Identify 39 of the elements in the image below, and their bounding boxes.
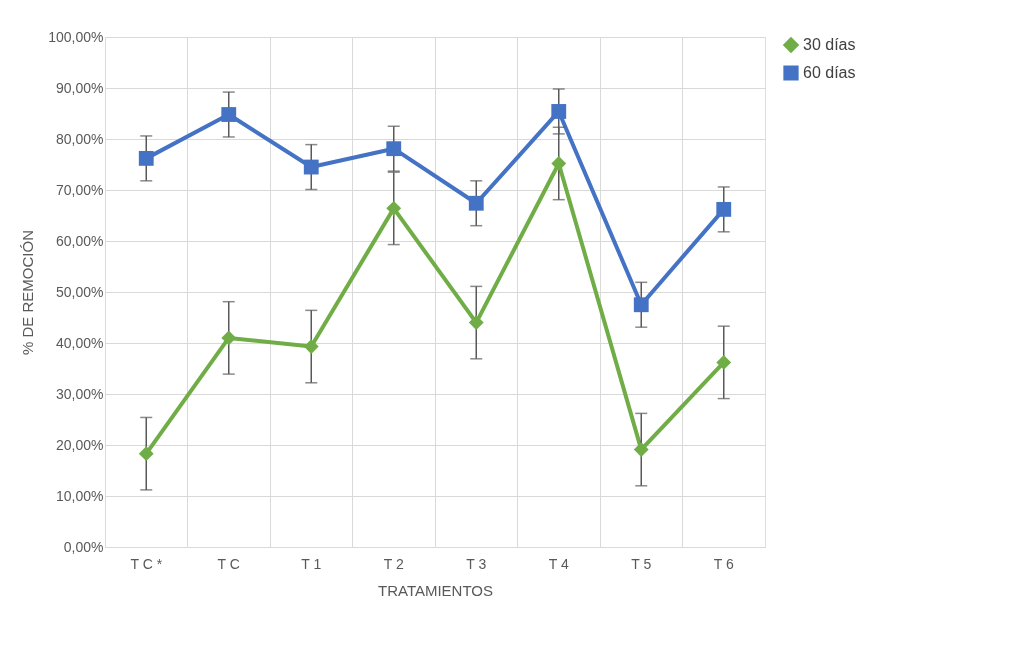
point [221,330,237,346]
point [138,446,154,462]
point [468,315,484,331]
point [138,150,154,166]
y-tick-label: 20,00% [56,436,104,453]
point [633,297,649,313]
x-tick-label: T C [217,555,240,572]
x-tick-label: T C * [130,555,163,572]
y-tick-label: 0,00% [63,538,104,555]
x-tick-label: T 4 [548,555,569,572]
legend-label: 60 días [803,64,856,81]
point [551,156,567,171]
x-tick-label: T 5 [631,555,652,572]
point [303,159,319,175]
point [551,104,567,119]
y-tick-label: 60,00% [56,232,104,249]
y-tick-label: 70,00% [56,181,104,198]
x-axis-title: TRATAMIENTOS [377,581,494,599]
point [633,442,649,458]
x-tick-label: T 6 [713,555,734,572]
point [386,141,402,157]
y-tick-label: 100,00% [48,28,104,45]
y-axis-title: % DE REMOCIÓN [19,229,37,356]
point [386,200,402,216]
y-tick-label: 50,00% [56,283,104,300]
y-tick-label: 30,00% [56,385,104,402]
point [221,107,237,122]
x-tick-label: T 1 [301,555,322,572]
point [303,339,319,354]
legend-label: 30 días [803,36,856,53]
y-tick-label: 10,00% [56,487,104,504]
point [716,201,732,217]
x-tick-label: T 2 [383,555,404,572]
point [468,195,484,211]
point [716,354,732,370]
y-tick-label: 90,00% [56,79,104,96]
x-tick-label: T 3 [466,555,487,572]
y-tick-label: 40,00% [56,334,104,351]
y-tick-label: 80,00% [56,130,104,147]
